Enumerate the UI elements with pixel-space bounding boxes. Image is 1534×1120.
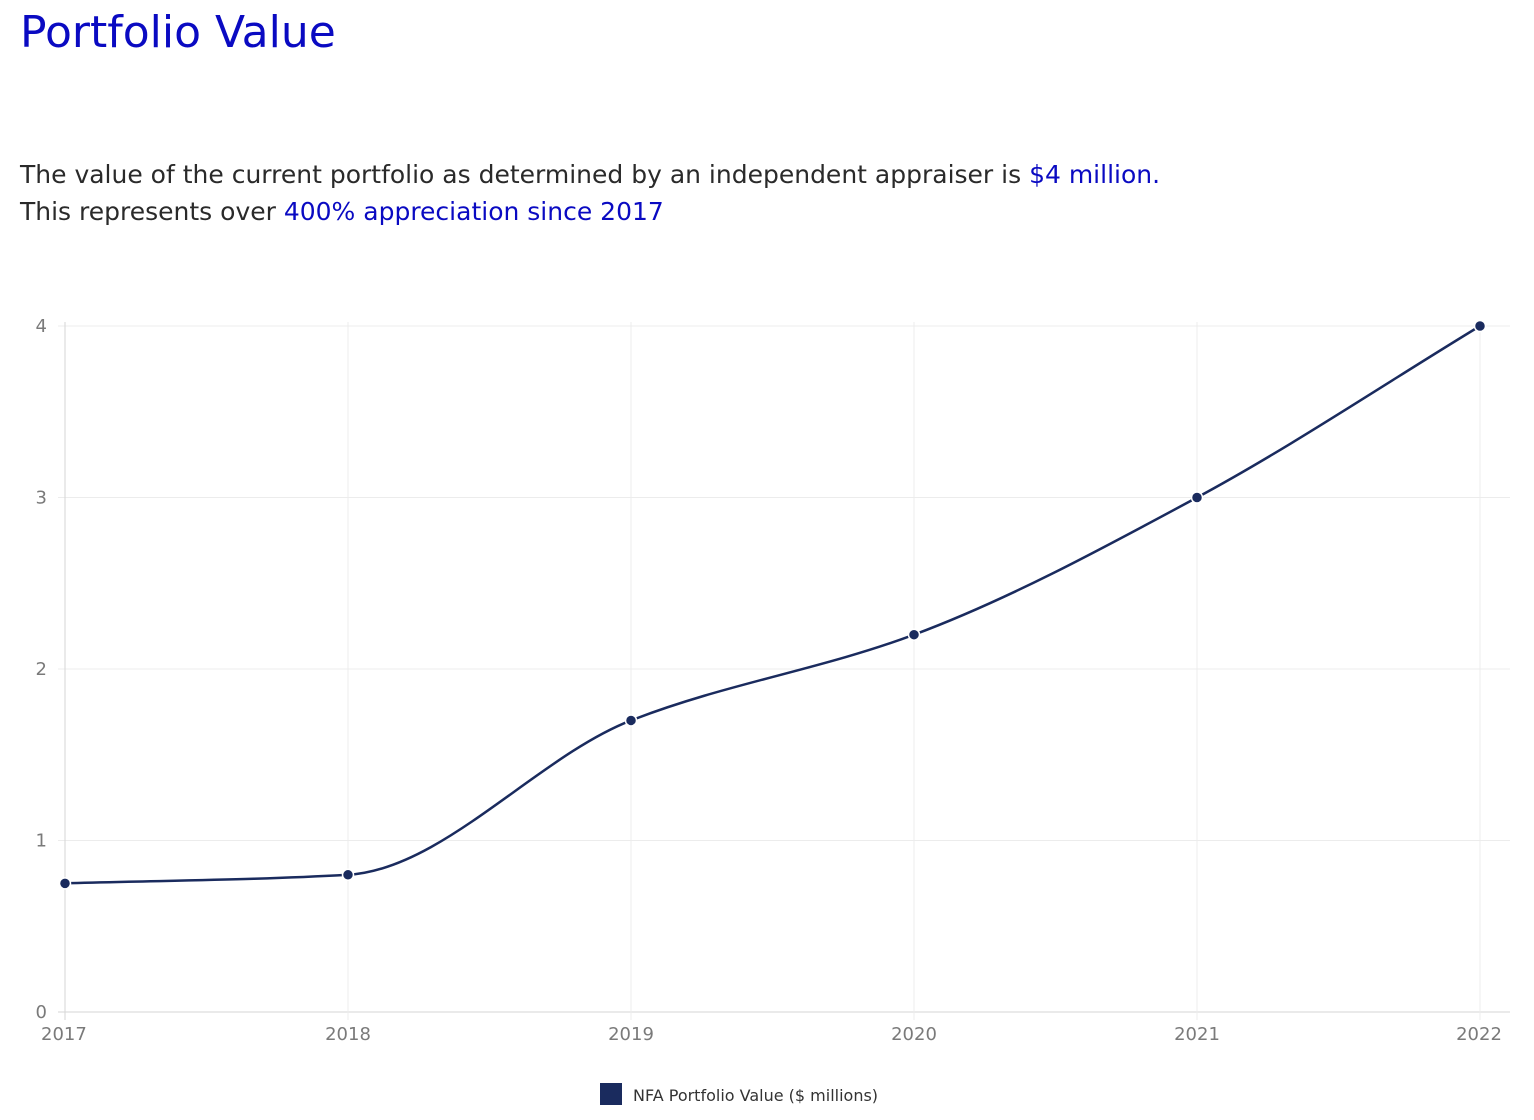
summary-line-2: This represents over 400% appreciation s… bbox=[20, 193, 1160, 230]
data-point[interactable] bbox=[907, 628, 921, 641]
summary-line-1: The value of the current portfolio as de… bbox=[20, 156, 1160, 193]
y-tick-label: 2 bbox=[36, 659, 47, 680]
chart-legend[interactable]: NFA Portfolio Value ($ millions) bbox=[600, 1083, 878, 1105]
data-point[interactable] bbox=[1473, 319, 1487, 333]
x-tick-label: 2022 bbox=[1456, 1024, 1502, 1045]
legend-swatch[interactable] bbox=[600, 1083, 622, 1105]
x-tick-label: 2018 bbox=[325, 1024, 371, 1045]
y-tick-label: 4 bbox=[36, 316, 47, 337]
legend-label[interactable]: NFA Portfolio Value ($ millions) bbox=[633, 1086, 878, 1105]
data-point[interactable] bbox=[624, 714, 638, 727]
portfolio-value-highlight: $4 million. bbox=[1029, 160, 1161, 189]
data-point[interactable] bbox=[1190, 491, 1204, 504]
y-tick-label: 0 bbox=[36, 1002, 47, 1023]
x-tick-label: 2021 bbox=[1174, 1024, 1220, 1045]
y-axis-labels: 0 1 2 3 4 bbox=[36, 316, 47, 1023]
x-tick-label: 2019 bbox=[608, 1024, 654, 1045]
appreciation-highlight: 400% appreciation since 2017 bbox=[283, 197, 664, 226]
chart-series bbox=[58, 319, 1487, 890]
data-point[interactable] bbox=[58, 877, 72, 890]
page-title: Portfolio Value bbox=[20, 7, 336, 58]
x-tick-label: 2020 bbox=[891, 1024, 937, 1045]
x-tick-label: 2017 bbox=[41, 1024, 87, 1045]
y-tick-label: 3 bbox=[36, 488, 47, 509]
y-tick-label: 1 bbox=[36, 831, 47, 852]
summary-line-2-text: This represents over bbox=[20, 197, 284, 226]
summary-line-1-text: The value of the current portfolio as de… bbox=[20, 160, 1030, 189]
data-point[interactable] bbox=[341, 868, 355, 882]
series-line bbox=[64, 324, 1481, 885]
summary-text: The value of the current portfolio as de… bbox=[20, 156, 1160, 230]
x-axis-labels: 2017 2018 2019 2020 2021 2022 bbox=[41, 1024, 1502, 1045]
chart-grid bbox=[58, 322, 1510, 1020]
